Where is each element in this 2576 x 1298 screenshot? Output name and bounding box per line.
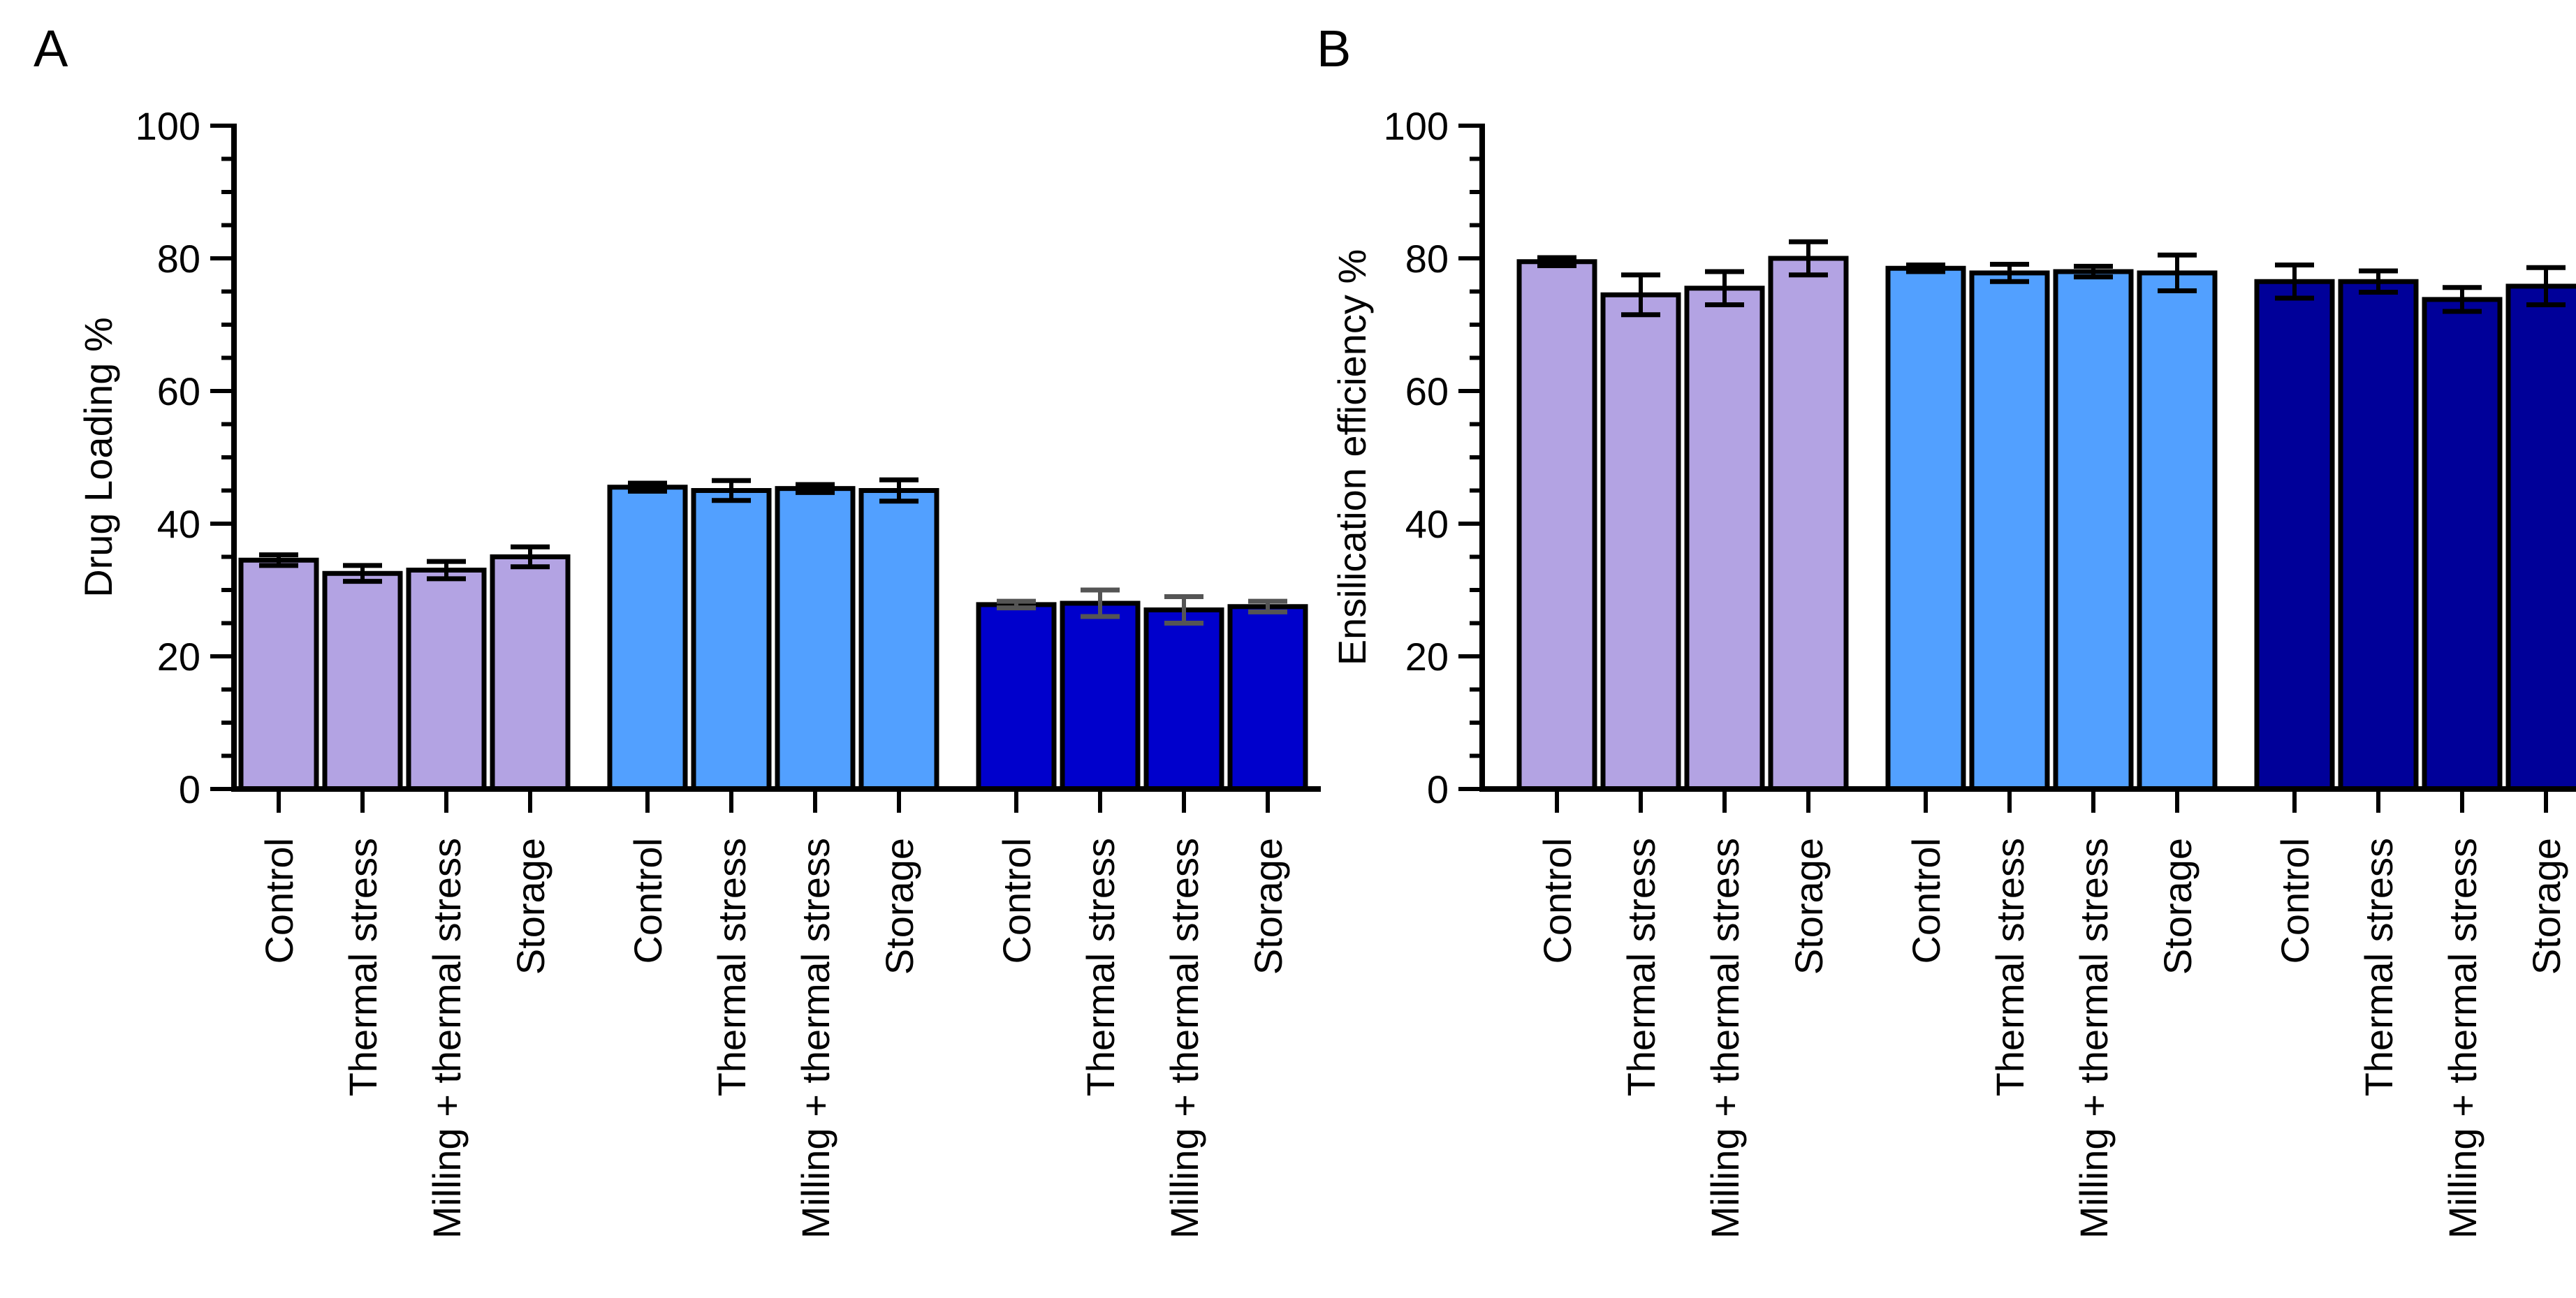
bar: [1516, 259, 1597, 792]
panel-a-chart: A Drug Loading % 0 20 40 60 80 100 Control Therma…: [34, 20, 1321, 1239]
y-tick-label: 100: [1384, 104, 1449, 148]
panel-b-chart: B Ensilication efficiency % 0 20 40 60 80 100 Co…: [1317, 20, 2576, 1239]
y-tick-label: 0: [179, 767, 200, 811]
bar: [406, 568, 487, 792]
y-tick-label: 40: [1405, 502, 1449, 546]
bar: [858, 488, 939, 792]
x-category-label: Storage: [1246, 838, 1290, 975]
bar: [691, 488, 772, 792]
bar: [607, 485, 688, 792]
x-category-label: Thermal stress: [2357, 838, 2401, 1096]
y-tick-label: 60: [157, 369, 200, 413]
x-category-label: Thermal stress: [1078, 838, 1122, 1096]
bar: [1143, 607, 1224, 792]
x-category-label: Milling + thermal stress: [793, 838, 837, 1239]
x-category-label: Control: [1904, 838, 1948, 964]
bar: [1885, 265, 1966, 792]
y-tick-label: 60: [1405, 369, 1449, 413]
x-category-label: Storage: [2524, 838, 2568, 975]
bar: [322, 570, 403, 792]
bar: [2254, 279, 2335, 792]
x-category-label: Milling + thermal stress: [1162, 838, 1206, 1239]
y-tick-label: 100: [136, 104, 200, 148]
x-category-label: Storage: [2156, 838, 2200, 975]
x-category-label: Storage: [508, 838, 552, 975]
bar: [1969, 270, 2050, 792]
bar: [2053, 269, 2134, 792]
y-tick-label: 80: [1405, 237, 1449, 281]
x-category-label: Control: [2273, 838, 2317, 964]
x-category-label: Control: [626, 838, 670, 964]
x-category-label: Control: [995, 838, 1039, 964]
bar: [238, 557, 319, 792]
y-axis-title: Ensilication efficiency %: [1330, 249, 1374, 666]
bar: [2137, 270, 2218, 792]
x-category-label: Milling + thermal stress: [2072, 838, 2116, 1239]
x-category-label: Thermal stress: [1619, 838, 1663, 1096]
x-category-label: Control: [257, 838, 301, 964]
bar: [2505, 283, 2576, 792]
bar: [976, 602, 1057, 792]
bar: [1060, 600, 1141, 792]
y-tick-label: 0: [1427, 767, 1449, 811]
y-tick-label: 80: [157, 237, 200, 281]
x-category-label: Milling + thermal stress: [425, 838, 469, 1239]
bar: [1768, 256, 1849, 792]
x-category-label: Storage: [1787, 838, 1831, 975]
y-tick-label: 40: [157, 502, 200, 546]
x-category-label: Thermal stress: [710, 838, 754, 1096]
x-category-label: Thermal stress: [341, 838, 385, 1096]
bar: [775, 486, 856, 792]
x-category-label: Milling + thermal stress: [2440, 838, 2484, 1239]
bar: [1684, 286, 1765, 792]
panel-label: A: [34, 20, 68, 78]
bar: [490, 554, 571, 792]
bar: [2338, 279, 2419, 792]
x-category-label: Control: [1535, 838, 1579, 964]
y-axis-title: Drug Loading %: [76, 317, 120, 598]
x-category-label: Thermal stress: [1988, 838, 2032, 1096]
x-category-label: Milling + thermal stress: [1703, 838, 1747, 1239]
bar: [2422, 297, 2503, 792]
bar: [1227, 604, 1308, 792]
y-tick-label: 20: [157, 635, 200, 679]
panel-label: B: [1317, 20, 1351, 78]
y-tick-label: 20: [1405, 635, 1449, 679]
x-category-label: Storage: [877, 838, 921, 975]
bar: [1600, 292, 1681, 792]
